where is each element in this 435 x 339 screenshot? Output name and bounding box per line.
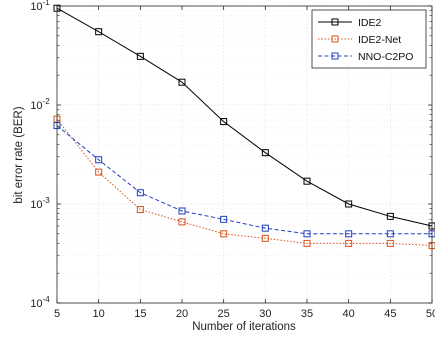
- data-point: [220, 118, 228, 126]
- data-point: [261, 234, 269, 242]
- data-point: [261, 224, 269, 232]
- series-ide2-net: [53, 115, 435, 250]
- y-tick-label: 10-2: [30, 97, 50, 112]
- x-tick-label: 45: [384, 308, 396, 320]
- data-point: [345, 230, 353, 238]
- legend: IDE2 IDE2-Net NNO-C2PO: [311, 9, 427, 69]
- data-point: [220, 230, 228, 238]
- data-point: [95, 168, 103, 176]
- x-tick-label: 15: [134, 308, 146, 320]
- series-line: [56, 125, 432, 235]
- y-tick-exponent: -3: [43, 196, 51, 205]
- data-point: [178, 218, 186, 226]
- legend-box: [311, 9, 427, 69]
- data-point: [136, 189, 144, 197]
- series-line: [56, 118, 433, 247]
- y-tick-label: 10-4: [30, 295, 50, 310]
- data-point: [345, 239, 353, 247]
- data-point: [178, 207, 186, 215]
- data-point: [386, 212, 394, 220]
- data-point: [261, 149, 269, 157]
- x-tick-label: 25: [218, 308, 230, 320]
- x-tick-label: 5: [54, 308, 60, 320]
- series-ide2: [53, 4, 435, 230]
- data-point: [303, 177, 311, 185]
- y-tick-exponent: -1: [43, 0, 51, 7]
- data-point: [136, 205, 144, 213]
- legend-marker: [331, 52, 339, 60]
- x-tick-label: 35: [301, 308, 313, 320]
- y-tick-base: 10: [30, 199, 42, 211]
- y-tick-label: 10-1: [30, 0, 50, 13]
- legend-label: IDE2-Net: [358, 34, 401, 46]
- plot-frame: [56, 5, 433, 304]
- data-point: [386, 230, 394, 238]
- y-tick-exponent: -2: [43, 97, 51, 106]
- data-point: [303, 230, 311, 238]
- legend-label: IDE2: [358, 17, 382, 29]
- legend-marker: [331, 35, 339, 43]
- data-point: [178, 78, 186, 86]
- y-tick-base: 10: [30, 1, 42, 13]
- x-tick-label: 40: [343, 308, 355, 320]
- data-point: [386, 239, 394, 247]
- x-tick-label: 30: [259, 308, 271, 320]
- x-axis-title: Number of iterations: [192, 321, 296, 333]
- data-point: [220, 215, 228, 223]
- y-tick-base: 10: [30, 100, 42, 112]
- data-point: [345, 200, 353, 208]
- data-point: [95, 156, 103, 164]
- data-point: [303, 239, 311, 247]
- x-tick-label: 50: [426, 308, 435, 320]
- tick-labels: 510152025303540455010-110-210-310-4: [30, 0, 435, 320]
- y-axis-title: bit error rate (BER): [13, 106, 25, 203]
- legend-marker: [331, 18, 339, 26]
- series-line: [56, 7, 433, 227]
- y-tick-exponent: -4: [43, 295, 51, 304]
- x-tick-label: 20: [176, 308, 188, 320]
- data-point: [95, 28, 103, 36]
- y-tick-label: 10-3: [30, 196, 50, 211]
- ticks: [56, 5, 433, 304]
- x-tick-label: 10: [93, 308, 105, 320]
- legend-label: NNO-C2PO: [358, 51, 413, 63]
- y-tick-base: 10: [30, 298, 42, 310]
- data-point: [136, 52, 144, 60]
